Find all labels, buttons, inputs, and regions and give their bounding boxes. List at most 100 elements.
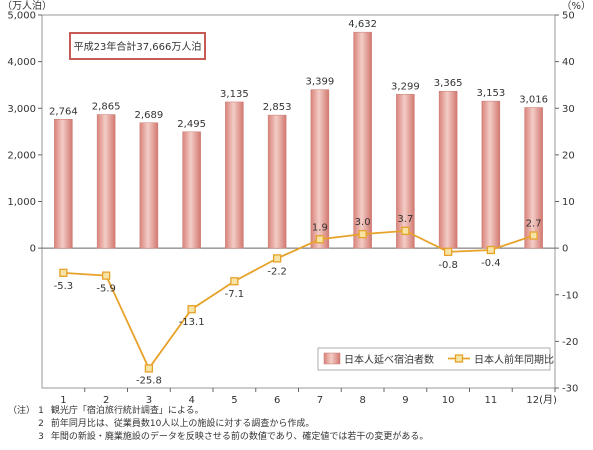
legend-bar-label: 日本人延べ宿泊者数 bbox=[344, 353, 434, 366]
left-tick-label: 5,000 bbox=[7, 11, 36, 22]
bar-value-label: 2,495 bbox=[177, 119, 206, 130]
line-value-label: -5.9 bbox=[96, 284, 116, 295]
line-marker bbox=[315, 235, 325, 244]
line-value-label: 1.9 bbox=[312, 222, 328, 233]
x-tick-label: 11 bbox=[485, 395, 498, 405]
bar bbox=[310, 89, 330, 249]
line-value-label: -2.2 bbox=[267, 266, 287, 277]
bar bbox=[481, 100, 501, 249]
bar bbox=[96, 114, 116, 249]
bar-value-label: 2,853 bbox=[263, 102, 292, 113]
bar bbox=[396, 94, 415, 249]
right-tick-label: 30 bbox=[562, 104, 575, 115]
note-number: 3 bbox=[38, 432, 44, 442]
line-value-label: 3.0 bbox=[355, 217, 371, 228]
line-marker bbox=[529, 231, 538, 240]
line-value-label: -25.8 bbox=[136, 375, 162, 386]
legend-bar-swatch bbox=[323, 352, 341, 365]
line-marker bbox=[486, 245, 496, 255]
x-tick-label: 12(月) bbox=[526, 394, 557, 405]
left-tick-label: 0 bbox=[30, 244, 36, 255]
right-tick-label: -20 bbox=[562, 337, 578, 348]
line-marker bbox=[144, 364, 154, 373]
legend: 日本人延べ宿泊者数 日本人前年同期比 bbox=[317, 347, 554, 371]
line-value-label: -7.1 bbox=[225, 289, 245, 300]
bar-value-label: 3,399 bbox=[306, 77, 335, 88]
bar bbox=[54, 119, 73, 249]
plot-frame bbox=[41, 14, 556, 389]
right-tick-label: 20 bbox=[562, 150, 575, 161]
x-tick-label: 10 bbox=[442, 395, 455, 405]
line-marker bbox=[443, 247, 453, 257]
right-tick-label: 50 bbox=[562, 11, 575, 22]
bar bbox=[139, 122, 159, 249]
right-tick-label: 40 bbox=[562, 57, 575, 68]
line-value-label: -0.4 bbox=[481, 258, 501, 269]
annotation-box bbox=[69, 32, 206, 60]
line-value-label: -0.8 bbox=[438, 260, 458, 271]
bar-value-label: 3,153 bbox=[477, 88, 506, 99]
line-marker bbox=[272, 254, 282, 263]
x-tick-label: 5 bbox=[231, 395, 237, 405]
right-tick-label: 0 bbox=[562, 244, 568, 255]
line-marker bbox=[401, 226, 410, 236]
line-marker bbox=[101, 271, 111, 280]
right-tick-label: -30 bbox=[562, 384, 578, 395]
line-value-label: -5.3 bbox=[54, 281, 74, 292]
x-tick-label: 8 bbox=[359, 395, 365, 405]
note-item: 3 年間の新設・廃業施設のデータを反映させる前の数値であり、確定値では若干の変更… bbox=[8, 431, 588, 444]
bar-value-label: 3,135 bbox=[220, 89, 249, 100]
left-tick-label: 2,000 bbox=[7, 150, 36, 161]
note-text: 年間の新設・廃業施設のデータを反映させる前の数値であり、確定値では若干の変更があ… bbox=[50, 432, 429, 442]
axes: 5,0004,0003,0002,0001,0000（万人泊）504030201… bbox=[2, 0, 591, 405]
left-tick-label: 4,000 bbox=[7, 57, 36, 68]
bar bbox=[353, 31, 372, 249]
note-text: 前年同月比は、従業員数10人以上の施設に対する調査から作成。 bbox=[50, 419, 315, 429]
note-text: 観光庁「宿泊旅行統計調査」による。 bbox=[50, 406, 204, 416]
notes: （注） 1 観光庁「宿泊旅行統計調査」による。 2 前年同月比は、従業員数10人以… bbox=[8, 405, 588, 444]
note-number: 2 bbox=[38, 419, 44, 429]
line-value-label: 2.7 bbox=[526, 219, 542, 230]
left-tick-label: 3,000 bbox=[7, 104, 36, 115]
x-tick-label: 4 bbox=[188, 395, 194, 405]
line-marker bbox=[230, 277, 239, 286]
bar-value-label: 4,632 bbox=[348, 19, 377, 30]
left-tick-label: 1,000 bbox=[7, 197, 36, 208]
bar-value-label: 3,299 bbox=[391, 81, 420, 92]
line-series bbox=[59, 226, 538, 373]
x-tick-label: 3 bbox=[146, 395, 152, 405]
note-item: （注） 1 観光庁「宿泊旅行統計調査」による。 bbox=[8, 405, 588, 418]
note-item: 2 前年同月比は、従業員数10人以上の施設に対する調査から作成。 bbox=[8, 418, 588, 431]
bar bbox=[524, 107, 543, 249]
bar-value-label: 3,365 bbox=[434, 78, 463, 89]
line-marker bbox=[187, 305, 196, 314]
x-tick-label: 2 bbox=[103, 395, 109, 405]
note-marker: （注） bbox=[8, 406, 36, 416]
x-tick-label: 1 bbox=[60, 395, 66, 405]
line-value-label: -13.1 bbox=[179, 317, 205, 328]
bar bbox=[182, 131, 201, 249]
right-tick-label: -10 bbox=[562, 290, 578, 301]
line-marker bbox=[358, 229, 367, 239]
total-annotation: 平成23年合計37,666万人泊 bbox=[69, 32, 206, 60]
x-tick-label: 7 bbox=[317, 395, 323, 405]
bar bbox=[267, 114, 287, 249]
left-axis-unit: （万人泊） bbox=[2, 0, 52, 12]
note-number: 1 bbox=[38, 406, 44, 416]
right-axis-unit: （%） bbox=[561, 0, 591, 12]
data-labels: 2,764 2,865 2,689 2,495 3,135 2,853 3,399 4,632… bbox=[49, 19, 548, 386]
bar-value-label: 2,764 bbox=[49, 106, 78, 117]
legend-box bbox=[317, 347, 551, 371]
annotation-text: 平成23年合計37,666万人泊 bbox=[74, 40, 202, 53]
legend-line-marker bbox=[454, 354, 464, 363]
line-marker bbox=[59, 268, 68, 277]
right-tick-label: 10 bbox=[562, 197, 575, 208]
x-tick-label: 6 bbox=[274, 395, 280, 405]
line-value-label: 3.7 bbox=[397, 214, 413, 225]
bar-series bbox=[54, 31, 543, 249]
line-path bbox=[63, 229, 534, 371]
bar bbox=[438, 90, 458, 249]
legend-line-label: 日本人前年同期比 bbox=[474, 353, 554, 366]
x-tick-label: 9 bbox=[402, 395, 408, 405]
bar-value-label: 2,865 bbox=[92, 102, 121, 113]
